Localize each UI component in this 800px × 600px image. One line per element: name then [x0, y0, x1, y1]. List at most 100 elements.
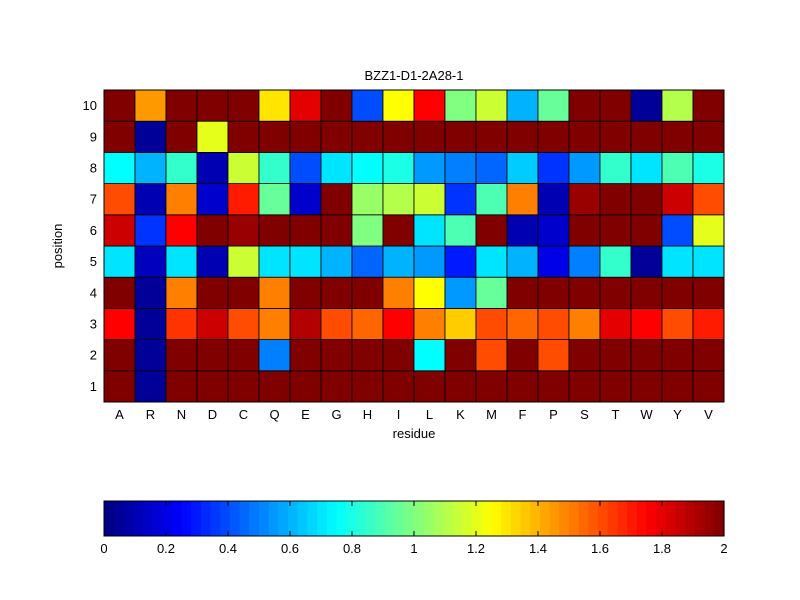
heatmap-cell	[630, 120, 663, 153]
colorbar-segment	[336, 501, 347, 536]
colorbar-tick-label: 0.6	[281, 541, 299, 556]
heatmap-cell	[320, 276, 353, 309]
heatmap-cell	[506, 120, 539, 153]
heatmap-cell	[382, 120, 415, 153]
colorbar-segment	[569, 501, 580, 536]
y-tick-label: 9	[90, 129, 97, 144]
heatmap-cell	[599, 307, 632, 340]
heatmap-cell	[444, 89, 477, 122]
heatmap-cell	[506, 183, 539, 216]
heatmap-cell	[382, 183, 415, 216]
colorbar-segment	[200, 501, 212, 536]
colorbar-segment	[181, 501, 192, 536]
colorbar-segment	[210, 501, 221, 536]
heatmap-cell	[382, 276, 415, 309]
y-tick-label: 5	[90, 254, 97, 269]
heatmap-cell	[165, 245, 198, 278]
heatmap-cell	[134, 214, 167, 247]
chart-title: BZZ1-D1-2A28-1	[365, 68, 464, 83]
heatmap-cell	[103, 307, 136, 340]
heatmap-cell	[568, 307, 601, 340]
colorbar-segment	[229, 501, 241, 536]
heatmap-cell	[258, 151, 291, 184]
colorbar-segment	[423, 501, 434, 536]
heatmap-cell	[320, 370, 353, 403]
heatmap-cell	[630, 339, 663, 372]
heatmap-cell	[351, 89, 384, 122]
heatmap-cell	[413, 245, 446, 278]
y-tick-label: 10	[83, 98, 97, 113]
colorbar-segment	[578, 501, 589, 536]
heatmap-cell	[506, 307, 539, 340]
colorbar-segment	[404, 501, 415, 536]
heatmap-cell	[568, 151, 601, 184]
heatmap-cell	[599, 245, 632, 278]
colorbar-segment	[443, 501, 454, 536]
colorbar-segment	[520, 501, 531, 536]
heatmap-cell	[475, 370, 508, 403]
x-tick-label: Y	[673, 407, 682, 422]
heatmap-cell	[258, 120, 291, 153]
heatmap-cell	[289, 183, 322, 216]
heatmap-cell	[599, 339, 632, 372]
heatmap-cell	[599, 183, 632, 216]
heatmap-cell	[692, 339, 725, 372]
heatmap-cell	[134, 151, 167, 184]
heatmap-cell	[320, 339, 353, 372]
colorbar-segment	[142, 501, 154, 536]
heatmap-cell	[382, 89, 415, 122]
heatmap-cell	[351, 214, 384, 247]
colorbar-segment	[627, 501, 638, 536]
heatmap-cell	[692, 276, 725, 309]
heatmap-cell	[351, 276, 384, 309]
colorbar-segment	[394, 501, 405, 536]
heatmap-cell	[692, 183, 725, 216]
colorbar-segment	[288, 501, 299, 536]
colorbar-tick-label: 1.2	[467, 541, 485, 556]
colorbar-segment	[414, 501, 425, 536]
heatmap-cell	[692, 120, 725, 153]
heatmap-cell	[537, 339, 570, 372]
heatmap-cell	[382, 245, 415, 278]
heatmap-cell	[196, 183, 229, 216]
colorbar-segment	[104, 501, 115, 536]
colorbar-segment	[665, 501, 677, 536]
heatmap-cell	[289, 214, 322, 247]
heatmap-cell	[103, 214, 136, 247]
heatmap-cell	[568, 120, 601, 153]
heatmap-cell	[196, 339, 229, 372]
heatmap-cell	[258, 307, 291, 340]
colorbar-tick-label: 1	[410, 541, 417, 556]
colorbar-segment	[714, 501, 725, 536]
heatmap-cell	[227, 370, 260, 403]
heatmap-cell	[692, 370, 725, 403]
heatmap-cell	[103, 370, 136, 403]
heatmap-cell	[351, 151, 384, 184]
heatmap-cell	[537, 214, 570, 247]
heatmap-cell	[413, 307, 446, 340]
x-tick-label: C	[239, 407, 248, 422]
heatmap-cell	[320, 245, 353, 278]
colorbar-segment	[433, 501, 444, 536]
heatmap-cell	[444, 214, 477, 247]
x-tick-label: W	[640, 407, 653, 422]
colorbar-segment	[239, 501, 250, 536]
heatmap-cell	[568, 370, 601, 403]
colorbar-tick-label: 0	[100, 541, 107, 556]
heatmap-cell	[537, 245, 570, 278]
colorbar-segment	[636, 501, 648, 536]
heatmap-cell	[196, 151, 229, 184]
heatmap-cell	[413, 339, 446, 372]
heatmap-cell	[506, 214, 539, 247]
colorbar-segment	[171, 501, 183, 536]
heatmap-cell	[475, 339, 508, 372]
heatmap-cell	[692, 307, 725, 340]
heatmap-cell	[227, 89, 260, 122]
y-tick-label: 1	[90, 379, 97, 394]
heatmap-cell	[630, 307, 663, 340]
heatmap-cell	[227, 214, 260, 247]
colorbar-segment	[646, 501, 657, 536]
heatmap-cell	[258, 245, 291, 278]
heatmap-cell	[196, 370, 229, 403]
